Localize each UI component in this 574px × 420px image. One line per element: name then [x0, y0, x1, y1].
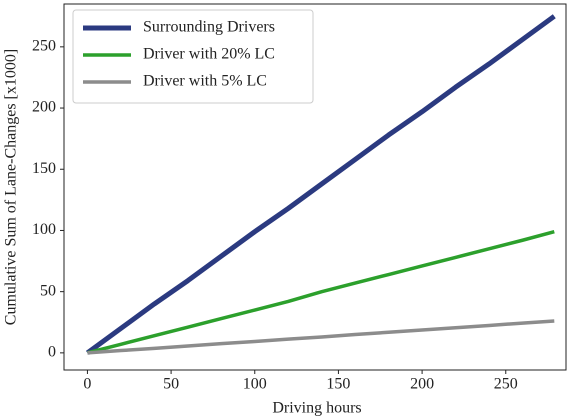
x-tick-label: 250 — [494, 376, 518, 393]
legend-label: Driver with 20% LC — [143, 46, 275, 63]
line-series — [85, 14, 556, 355]
y-tick-label: 250 — [32, 38, 56, 55]
line-series — [87, 319, 555, 355]
plot-frame — [63, 3, 567, 371]
legend-label: Driver with 5% LC — [143, 73, 267, 90]
legend-label: Surrounding Drivers — [143, 19, 275, 36]
y-tick-label: 150 — [32, 160, 56, 177]
x-tick-label: 50 — [163, 376, 179, 393]
y-tick-label: 200 — [32, 99, 56, 116]
x-tick-label: 0 — [83, 376, 91, 393]
x-tick-label: 200 — [410, 376, 434, 393]
x-tick-label: 100 — [243, 376, 267, 393]
legend-box — [72, 9, 314, 104]
y-tick-label: 50 — [40, 282, 56, 299]
y-tick-label: 100 — [32, 221, 56, 238]
x-tick-label: 150 — [326, 376, 350, 393]
x-axis-label: Driving hours — [272, 400, 361, 417]
line-series — [86, 229, 555, 355]
y-tick-label: 0 — [48, 344, 56, 361]
y-axis-label: Cumulative Sum of Lane-Changes [x1000] — [3, 49, 20, 325]
